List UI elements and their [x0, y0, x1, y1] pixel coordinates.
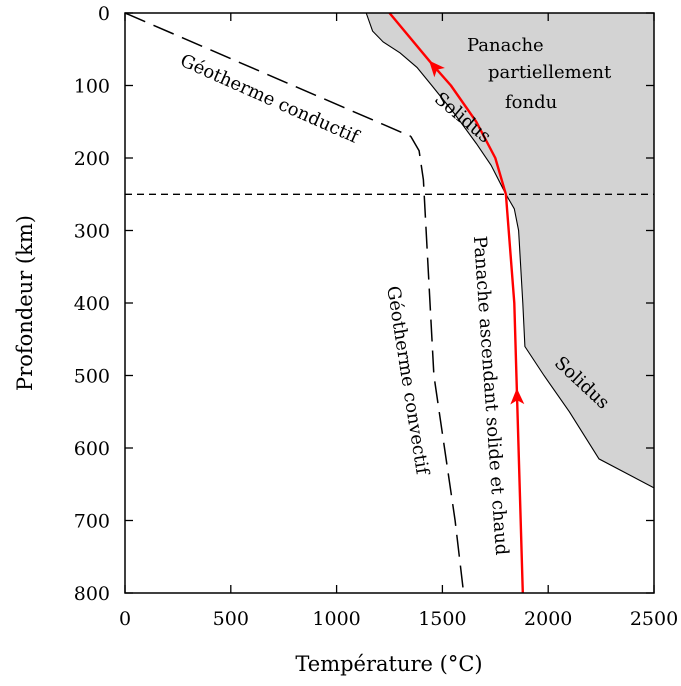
annotation-panache-ascendant: Panache ascendant solide et chaud [469, 235, 512, 556]
plot-area [124, 12, 655, 594]
x-axis-title: Température (°C) [295, 652, 482, 676]
solidus-line [365, 12, 655, 489]
x-tick-label: 0 [119, 608, 131, 630]
conductive-geotherm-line [124, 12, 411, 137]
convective-geotherm-line [410, 135, 465, 594]
y-tick-label: 300 [74, 221, 110, 243]
y-tick-label: 100 [74, 76, 110, 98]
x-tick-label: 1000 [312, 608, 360, 630]
y-tick-label: 0 [98, 3, 110, 25]
annotation-fondu: fondu [505, 92, 557, 113]
y-tick-label: 600 [74, 438, 110, 460]
plot-frame [124, 12, 655, 594]
plume-arrow-2 [429, 60, 445, 78]
axis-ticks: 0 500 1000 1500 2000 2500 0 100 200 300 400 500 600 7… [74, 3, 678, 630]
plume-arrow-1 [510, 388, 525, 405]
x-tick-label: 500 [213, 608, 249, 630]
y-tick-label: 800 [74, 583, 110, 605]
y-tick-label: 500 [74, 366, 110, 388]
x-tick-label: 1500 [418, 608, 466, 630]
x-tick-label: 2500 [630, 608, 678, 630]
annotation-partiellement: partiellement [488, 62, 612, 83]
annotation-geotherme-conductif: Géotherme conductif [177, 50, 363, 148]
y-axis-title: Profondeur (km) [13, 215, 37, 391]
y-tick-label: 200 [74, 148, 110, 170]
x-tick-label: 2000 [524, 608, 572, 630]
y-tick-label: 400 [74, 293, 110, 315]
solidus-melt-region [366, 13, 654, 488]
y-tick-label: 700 [74, 511, 110, 533]
annotation-geotherme-convectif: Géotherme convectif [382, 284, 433, 477]
annotation-panache: Panache [467, 35, 544, 56]
